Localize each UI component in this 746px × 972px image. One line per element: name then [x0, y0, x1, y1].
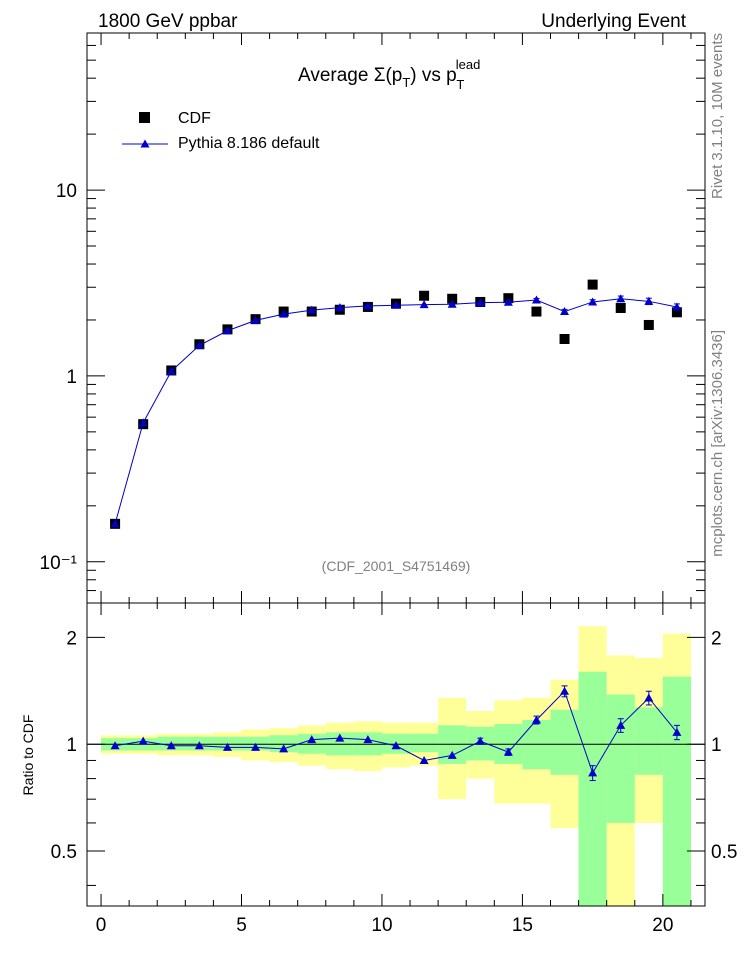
- main-y-tick-label: 1: [66, 367, 77, 388]
- cdf-data-point: [587, 279, 598, 290]
- ratio-band-green: [606, 694, 635, 823]
- ratio-pythia-point: [672, 727, 682, 736]
- pythia-data-point: [363, 301, 373, 310]
- title-mid: ) vs p: [410, 65, 456, 86]
- ratio-y-tick-label: 2: [66, 628, 77, 649]
- ratio-pythia-point: [475, 736, 485, 745]
- ratio-pythia-point: [166, 741, 176, 750]
- ratio-y-tick-label-right: 2: [711, 628, 722, 649]
- title-sigma: Σ(p: [374, 65, 403, 86]
- ratio-band-green: [410, 733, 439, 753]
- header-right-label: Underlying Event: [541, 11, 686, 32]
- legend-data-marker: [139, 112, 150, 123]
- legend-mc-marker: [140, 139, 150, 148]
- ratio-band-green: [578, 671, 607, 906]
- cdf-data-point: [447, 293, 458, 304]
- main-y-tick-label: 10⁻¹: [40, 553, 78, 574]
- analysis-label: (CDF_2001_S4751469): [322, 558, 471, 574]
- plot-title: Average Σ(pT) vs plead T: [298, 57, 480, 92]
- x-tick-label: 20: [652, 915, 673, 936]
- side-label-mcplots: mcplots.cern.ch [arXiv:1306.3436]: [709, 330, 726, 557]
- x-tick-label: 10: [371, 915, 392, 936]
- ratio-pythia-point: [531, 715, 541, 724]
- ratio-panel-frame: [86, 602, 706, 907]
- pythia-data-point: [222, 326, 232, 335]
- pythia-data-point: [391, 300, 401, 309]
- ratio-pythia-point: [279, 744, 289, 753]
- header-left-label: 1800 GeV ppbar: [98, 11, 238, 32]
- ratio-pythia-point: [222, 742, 232, 751]
- cdf-data-point: [671, 307, 682, 318]
- cdf-data-point: [643, 319, 654, 330]
- ratio-pythia-point: [447, 750, 457, 759]
- x-tick-label: 5: [236, 915, 247, 936]
- legend-data-label: CDF: [178, 110, 211, 127]
- pythia-data-point: [672, 302, 682, 311]
- ratio-pythia-point: [307, 735, 317, 744]
- ratio-pythia-point: [419, 755, 429, 764]
- ratio-pythia-point: [251, 742, 261, 751]
- main-panel: 10⁻¹ 1 10: [40, 32, 705, 604]
- ratio-y-tick-label-right: 0.5: [711, 842, 737, 863]
- ratio-pythia-point: [644, 693, 654, 702]
- x-tick-label: 15: [512, 915, 533, 936]
- pythia-data-point: [251, 315, 261, 324]
- pythia-data-point: [447, 299, 457, 308]
- ratio-band-green: [634, 707, 663, 775]
- pythia-data-point: [616, 294, 626, 303]
- pythia-data-point: [138, 418, 148, 427]
- ratio-panel: 0 5 10 15 20 0.5 0.5 1 1 2 2: [51, 603, 737, 936]
- ratio-pythia-point: [194, 741, 204, 750]
- title-prefix: Average: [298, 65, 374, 86]
- ratio-band-green: [550, 709, 579, 775]
- main-y-tick-label: 10: [56, 181, 77, 202]
- pythia-data-point: [475, 298, 485, 307]
- pythia-data-point: [335, 303, 345, 312]
- pythia-data-point: [503, 297, 513, 306]
- ratio-pythia-point: [616, 720, 626, 729]
- cdf-data-point: [531, 306, 542, 317]
- ratio-y-axis-label: Ratio to CDF: [20, 715, 36, 796]
- pythia-data-point: [531, 295, 541, 304]
- ratio-pythia-point: [138, 736, 148, 745]
- pythia-data-point: [644, 296, 654, 305]
- title-sub-t2: T: [456, 77, 464, 92]
- ratio-pythia-point: [588, 768, 598, 777]
- title-sub-t1: T: [402, 75, 410, 90]
- title-sup-lead: lead: [456, 57, 481, 72]
- ratio-y-tick-label: 0.5: [51, 842, 77, 863]
- pythia-data-point: [110, 519, 120, 528]
- pythia-data-point: [307, 305, 317, 314]
- pythia-data-point: [560, 307, 570, 316]
- pythia-data-point: [194, 340, 204, 349]
- pythia-line: [114, 298, 678, 524]
- ratio-pythia-point: [110, 741, 120, 750]
- side-label-rivet: Rivet 3.1.10, 10M events: [709, 33, 726, 199]
- ratio-pythia-point: [391, 741, 401, 750]
- cdf-data-point: [419, 290, 430, 301]
- pythia-data-point: [419, 300, 429, 309]
- pythia-data-point: [279, 309, 289, 318]
- ratio-y-tick-label: 1: [66, 735, 77, 756]
- x-tick-label: 0: [96, 915, 107, 936]
- pythia-data-point: [166, 366, 176, 375]
- ratio-pythia-point: [363, 735, 373, 744]
- cdf-data-point: [615, 302, 626, 313]
- ratio-y-tick-label-right: 1: [711, 735, 722, 756]
- ratio-pythia-point: [503, 747, 513, 756]
- cdf-data-point: [559, 333, 570, 344]
- ratio-pythia-point: [560, 686, 570, 695]
- ratio-band-green: [662, 676, 691, 906]
- pythia-data-point: [588, 297, 598, 306]
- ratio-pythia-point: [335, 733, 345, 742]
- legend-mc-label: Pythia 8.186 default: [178, 135, 320, 152]
- ratio-band-green: [269, 735, 298, 753]
